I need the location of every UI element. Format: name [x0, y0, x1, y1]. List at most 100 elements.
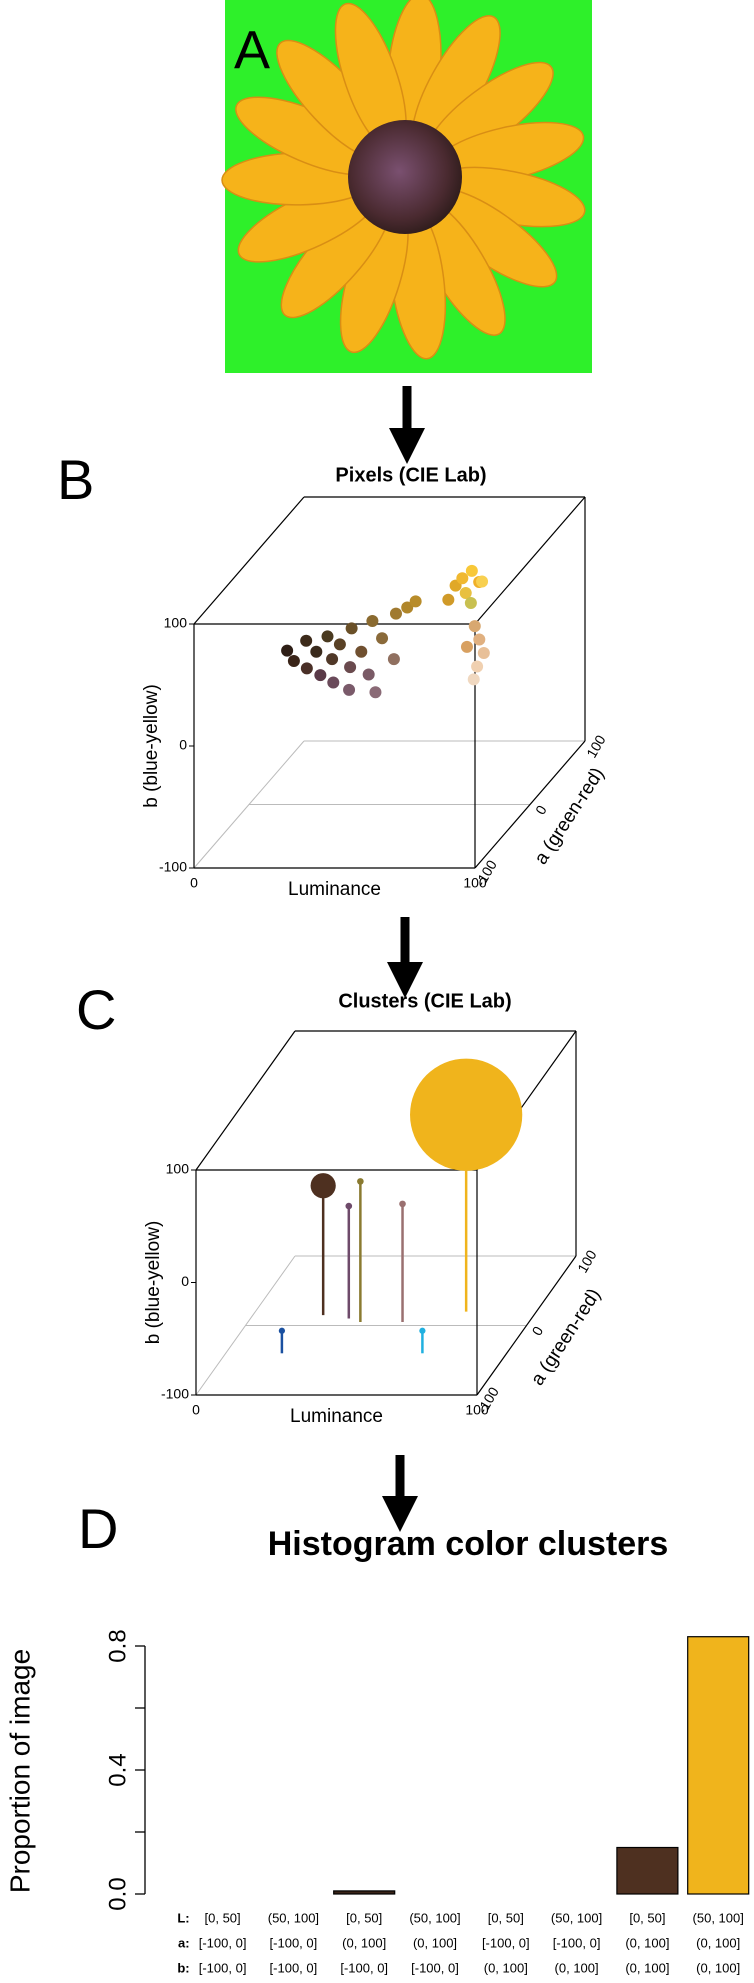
grid-line [193, 740, 305, 869]
point [369, 686, 382, 699]
point [278, 1327, 286, 1334]
box-edge [474, 740, 586, 869]
x-tick-label: 0 [190, 875, 198, 891]
x-tick-label: [0, 50] [205, 1910, 241, 1925]
point [465, 564, 478, 577]
point [366, 615, 379, 627]
point [281, 644, 294, 657]
point [357, 1178, 364, 1185]
y-tick-label: -100 [159, 859, 187, 875]
box-edge [474, 496, 586, 625]
x-tick-label: [0, 50] [488, 1910, 524, 1925]
row-name: L: [177, 1910, 189, 1925]
z-tick-label: -100 [472, 857, 500, 889]
chart-title: Pixels (CIE Lab) [335, 464, 486, 486]
flower-photo [221, 0, 592, 373]
point [355, 645, 368, 658]
y-tick-label: 100 [164, 615, 188, 631]
x-tick-label: [-100, 0] [340, 1960, 388, 1975]
row-name: a: [178, 1935, 190, 1950]
y-tick-label: 0.0 [104, 1877, 131, 1910]
point [409, 595, 422, 608]
point [376, 632, 389, 645]
point [310, 1173, 336, 1199]
x-tick-label: (0, 100] [484, 1960, 528, 1975]
panel-label: B [57, 448, 94, 511]
x-tick-label: (0, 100] [625, 1960, 669, 1975]
point [456, 572, 469, 585]
x-tick-label: (0, 100] [625, 1935, 669, 1950]
point [459, 587, 472, 600]
point [344, 661, 357, 674]
box-edge [476, 1255, 577, 1396]
panel-label: D [78, 1497, 118, 1560]
y-tick-label: -100 [161, 1386, 189, 1402]
x-axis-label: Luminance [288, 879, 381, 900]
point [401, 601, 414, 614]
point [442, 593, 455, 606]
point [310, 645, 323, 658]
y-tick-label: 0 [179, 737, 187, 753]
bar [333, 1890, 396, 1895]
x-tick-label: (0, 100] [342, 1935, 386, 1950]
point [333, 638, 346, 651]
point [468, 620, 481, 633]
y-axis-label: b (blue-yellow) [143, 1221, 164, 1345]
chart-title: Histogram color clusters [268, 1525, 669, 1563]
x-tick-label: (50, 100] [268, 1910, 319, 1925]
point [362, 668, 375, 681]
x-tick-label: [-100, 0] [199, 1935, 247, 1950]
grid-line [195, 1255, 296, 1396]
z-tick-label: 100 [583, 732, 609, 760]
z-tick-label: 100 [574, 1247, 600, 1275]
x-tick-label: (50, 100] [409, 1910, 460, 1925]
x-tick-label: (0, 100] [555, 1960, 599, 1975]
y-axis-label: Proportion of image [4, 1649, 35, 1893]
row-name: b: [177, 1960, 189, 1975]
box-edge [195, 1030, 296, 1171]
point [326, 653, 339, 666]
x-tick-label: [-100, 0] [270, 1960, 318, 1975]
point [314, 669, 327, 682]
x-tick-label: [-100, 0] [199, 1960, 247, 1975]
chart-title: Clusters (CIE Lab) [338, 990, 511, 1012]
z-tick-label: 0 [532, 802, 550, 817]
point [473, 633, 486, 646]
bar [616, 1846, 679, 1895]
point [460, 640, 473, 653]
point [345, 622, 358, 635]
x-axis-label: Luminance [290, 1406, 383, 1427]
panel-label: A [234, 20, 270, 80]
bar [687, 1636, 750, 1895]
point [287, 655, 300, 668]
x-tick-label: [-100, 0] [482, 1935, 530, 1950]
point [389, 607, 402, 620]
point [410, 1058, 523, 1171]
point [327, 676, 340, 689]
point [345, 1202, 353, 1210]
x-tick-label: [0, 50] [346, 1910, 382, 1925]
x-tick-label: [0, 50] [629, 1910, 665, 1925]
x-tick-label: [-100, 0] [270, 1935, 318, 1950]
panel-label: C [76, 978, 116, 1041]
x-tick-label: [-100, 0] [553, 1935, 601, 1950]
box-edge [193, 496, 305, 625]
x-tick-label: (0, 100] [696, 1935, 740, 1950]
x-tick-label: [-100, 0] [411, 1960, 459, 1975]
arrows [382, 386, 425, 1532]
y-tick-label: 0.8 [104, 1629, 131, 1662]
point [343, 683, 356, 696]
x-tick-label: 100 [465, 1402, 489, 1418]
y-tick-label: 100 [166, 1161, 190, 1177]
point [300, 634, 313, 647]
y-tick-label: 0 [181, 1273, 189, 1289]
point [419, 1327, 426, 1334]
x-tick-label: (0, 100] [413, 1935, 457, 1950]
x-tick-label: 100 [463, 875, 487, 891]
flower-disc [348, 120, 462, 234]
y-tick-label: 0.4 [104, 1753, 131, 1786]
y-axis-label: b (blue-yellow) [141, 684, 162, 808]
z-tick-label: 0 [528, 1323, 546, 1338]
point [477, 647, 490, 660]
x-tick-label: (0, 100] [696, 1960, 740, 1975]
